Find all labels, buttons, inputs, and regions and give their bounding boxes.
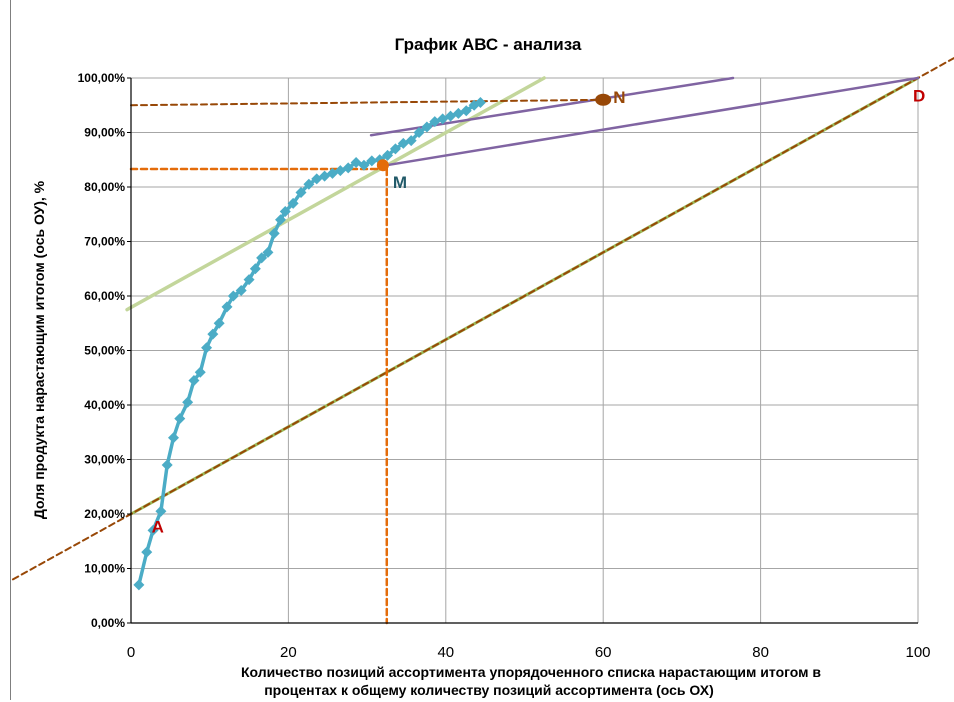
abc-curve-marker: [275, 214, 287, 226]
y-tick-label: 20,00%: [84, 507, 125, 521]
point-label-a: A: [152, 518, 164, 537]
tangent-line: [125, 76, 546, 312]
abc-curve-marker: [133, 579, 145, 591]
abc-curve-marker: [358, 159, 370, 171]
abc-curve-marker: [249, 263, 261, 275]
abc-curve-marker: [287, 197, 299, 209]
y-tick-label: 60,00%: [84, 289, 125, 303]
point-label-n: N: [613, 88, 625, 107]
abc-curve-marker: [155, 505, 167, 517]
abc-curve-marker: [342, 162, 354, 174]
x-tick-label: 40: [437, 644, 454, 661]
x-tick-label: 20: [280, 644, 297, 661]
abc-curve-marker: [235, 285, 247, 297]
abc-curve-marker: [303, 178, 315, 190]
point-label-m: M: [393, 173, 407, 192]
y-tick-label: 80,00%: [84, 180, 125, 194]
point-n-marker: [595, 93, 612, 106]
abc-curve-line: [137, 100, 482, 586]
x-tick-label: 0: [127, 644, 135, 661]
abc-curve-marker: [262, 246, 274, 258]
abc-curve-marker: [141, 546, 153, 558]
chart-frame: График АВС - анализа A M N D 0,00% 10,00% 20,…: [10, 0, 954, 700]
abc-curve-marker: [174, 413, 186, 425]
abc-curve-marker: [279, 206, 291, 218]
abc-curve-marker: [256, 252, 268, 264]
y-tick-label: 70,00%: [84, 235, 125, 249]
abc-curve-marker: [201, 342, 213, 354]
y-tick-label: 0,00%: [91, 616, 125, 630]
y-tick-label: 10,00%: [84, 562, 125, 576]
abc-curve-marker: [221, 301, 233, 313]
abc-curve-marker: [421, 121, 433, 133]
abc-curve-marker: [268, 227, 280, 239]
dashed-horizontal-n: [130, 98, 605, 107]
abc-curve-marker: [366, 155, 378, 167]
abc-curve-marker: [161, 459, 173, 471]
chart-title: График АВС - анализа: [395, 35, 582, 54]
y-tick-label: 100,00%: [78, 71, 126, 85]
abc-curve-marker: [147, 524, 159, 536]
x-tick-label: 100: [905, 644, 930, 661]
abc-curve-marker: [194, 366, 206, 378]
point-label-d: D: [913, 86, 925, 105]
x-tick-label: 60: [595, 644, 612, 661]
series-lines: A M N D: [11, 56, 954, 625]
x-tick-label: 80: [752, 644, 769, 661]
abc-curve-marker: [405, 135, 417, 147]
abc-curve-marker: [295, 186, 307, 198]
abc-chart: График АВС - анализа A M N D 0,00% 10,00% 20,…: [11, 35, 954, 698]
abc-curve-marker: [243, 274, 255, 286]
purple-line: [385, 76, 920, 167]
abc-curve-marker: [227, 290, 239, 302]
abc-curve-marker: [213, 317, 225, 329]
y-tick-label: 50,00%: [84, 344, 125, 358]
axes: 0,00% 10,00% 20,00% 30,00% 40,00% 50,00% 60,00…: [78, 71, 931, 661]
abc-curve-marker: [474, 97, 486, 109]
y-tick-label: 40,00%: [84, 398, 125, 412]
x-axis-label-line2: процентах к общему количеству позиций ас…: [264, 682, 714, 698]
abc-curve-marker: [413, 127, 425, 138]
y-axis-label: Доля продукта нарастающим итогом (ось ОУ…: [31, 180, 47, 519]
abc-curve-marker: [167, 432, 179, 444]
grid: [131, 77, 919, 624]
abc-curve-marker: [460, 105, 472, 117]
abc-curve-marker: [382, 149, 394, 161]
y-tick-label: 30,00%: [84, 453, 125, 467]
x-axis-label-line1: Количество позиций ассортимента упорядоч…: [241, 664, 821, 680]
abc-curve-marker: [389, 143, 401, 155]
abc-curve-marker: [207, 328, 219, 340]
y-tick-label: 90,00%: [84, 126, 125, 140]
dashed-diagonal-line: [11, 56, 954, 581]
point-m-marker: [376, 159, 389, 172]
abc-curve-marker: [188, 374, 200, 386]
abc-curve-marker: [182, 396, 194, 408]
